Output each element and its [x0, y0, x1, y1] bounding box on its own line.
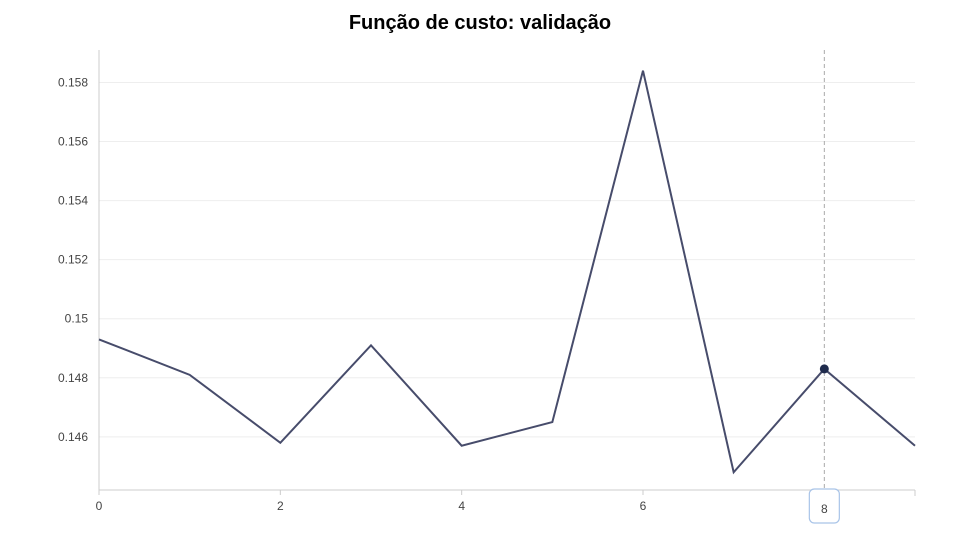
tick-labels: 0.146 0.148 0.15 0.152 0.154 0.156 0.158 0 2 4 6 — [58, 75, 647, 513]
y-tick-label: 0.152 — [58, 253, 88, 267]
y-tick-label: 0.148 — [58, 371, 88, 385]
chart-title: Função de custo: validação — [348, 12, 612, 34]
y-tick-label: 0.158 — [58, 75, 88, 89]
y-tick-label: 0.156 — [58, 135, 88, 149]
x-tick-label: 6 — [640, 499, 647, 513]
axes — [98, 50, 916, 496]
hover-point-marker[interactable] — [819, 364, 829, 374]
hover-x-label: 8 — [821, 502, 828, 516]
y-tick-label: 0.146 — [58, 430, 88, 444]
y-tick-label: 0.15 — [65, 312, 89, 326]
grid-lines — [99, 81, 915, 438]
hover-layer[interactable]: 8 — [808, 50, 840, 524]
x-tick-label: 0 — [96, 499, 103, 513]
hover-x-label-badge — [808, 488, 840, 524]
x-tick-label: 2 — [277, 499, 284, 513]
series-layer — [98, 70, 916, 475]
series-line[interactable] — [98, 70, 916, 475]
x-tick-label: 4 — [458, 499, 465, 513]
y-tick-label: 0.154 — [58, 194, 88, 208]
